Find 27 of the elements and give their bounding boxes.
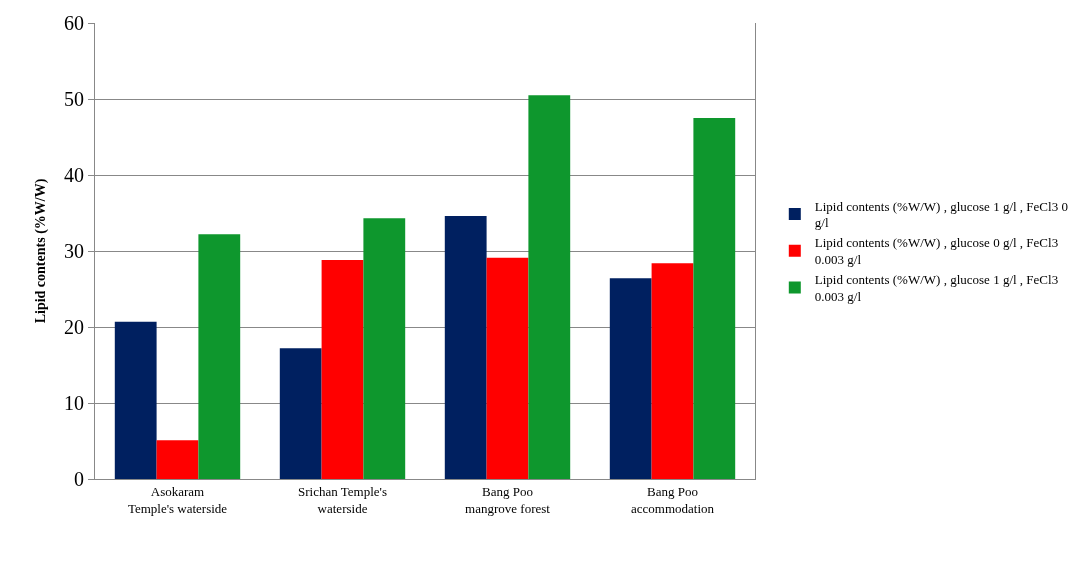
y-axis-title: Lipid contents (%W/W): [32, 178, 49, 324]
legend-label: Lipid contents (%W/W) , glucose 1 g/l , FeCl3 0.003 g/l: [814, 272, 1059, 305]
legend-label: Lipid contents (%W/W) , glucose 0 g/l , FeCl3 0.003 g/l: [814, 235, 1059, 268]
bar: [279, 348, 322, 479]
bar: [693, 118, 736, 479]
y-tick-label: 40: [64, 164, 84, 186]
y-tick-label: 60: [64, 12, 84, 34]
bar: [198, 234, 241, 479]
x-tick-label: Bang Poo accommodation: [630, 483, 715, 516]
bar: [651, 263, 694, 479]
bar: [486, 257, 529, 479]
bar: [363, 218, 406, 479]
bar: [156, 440, 199, 479]
y-tick-label: 30: [64, 240, 84, 262]
bar: [114, 321, 157, 479]
bar: [528, 95, 571, 479]
x-tick-label: Bang Poo mangrove forest: [465, 483, 551, 516]
legend-label: Lipid contents (%W/W) , glucose 1 g/l , FeCl3 0 g/l: [814, 198, 1068, 231]
y-tick-label: 20: [64, 316, 84, 338]
bar: [321, 260, 364, 479]
y-tick-label: 0: [74, 468, 84, 490]
x-tick-label: Asokaram Temple's waterside: [127, 483, 228, 516]
y-tick-label: 50: [64, 88, 84, 110]
y-tick-label: 10: [64, 392, 84, 414]
bar: [444, 216, 487, 479]
x-tick-label: Srichan Temple's waterside: [298, 483, 387, 516]
bar: [609, 278, 652, 479]
